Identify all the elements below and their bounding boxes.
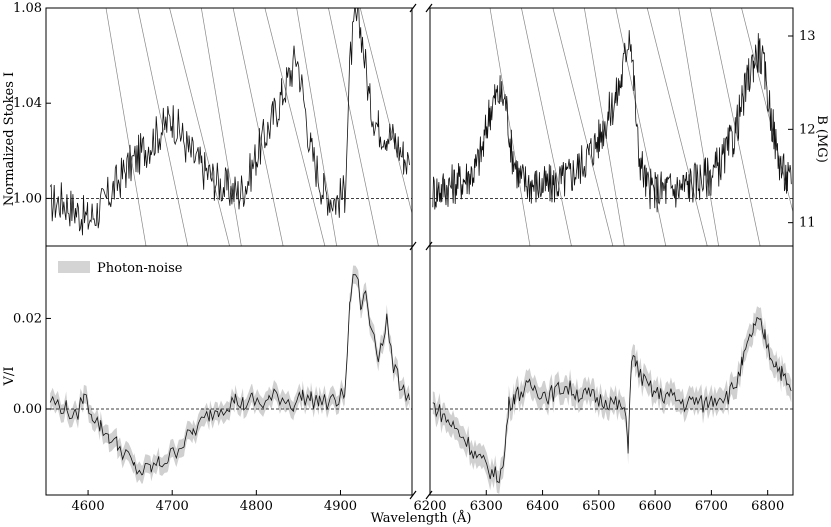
legend-swatch	[58, 261, 90, 273]
field-strength-line	[678, 8, 720, 246]
x-tick-label: 6700	[695, 499, 728, 514]
y-axis-label-top: Normalized Stokes I	[2, 72, 17, 206]
y-tick-label-right: 13	[799, 29, 816, 44]
panel-frame-top-left	[45, 7, 413, 247]
x-tick-label: 6600	[639, 499, 672, 514]
ticks-layer: 1.00 1.04 1.08 0.00 0.02 11 12 13 4600 4700 4800 49…	[13, 1, 816, 514]
panel-frames-layer	[45, 7, 794, 496]
panel-frame-bottom-right	[429, 245, 794, 496]
axis-break-mark	[425, 490, 433, 500]
field-strength-line	[232, 8, 284, 246]
y-axis-label-right: B (MG)	[814, 115, 829, 163]
axis-break-mark	[409, 3, 417, 13]
y-tick-label: 0.02	[13, 311, 42, 326]
field-strength-line	[328, 8, 379, 246]
y-tick-label: 1.04	[13, 96, 42, 111]
field-strength-line	[615, 8, 667, 246]
y-tick-label-right: 12	[799, 122, 816, 137]
field-strength-line	[200, 8, 242, 246]
y-tick-label: 1.08	[13, 1, 42, 16]
x-tick-label: 6400	[526, 499, 559, 514]
field-strength-line	[646, 8, 708, 246]
stokes-i-series	[432, 30, 792, 213]
field-strength-line	[105, 8, 147, 246]
reference-lines-layer	[46, 197, 793, 410]
axis-break-marks	[409, 3, 433, 500]
error-bands-layer	[50, 265, 792, 494]
y-tick-label: 0.00	[13, 402, 42, 417]
axis-break-mark	[425, 241, 433, 251]
legend: Photon-noise	[58, 261, 183, 276]
field-strength-line	[264, 8, 326, 246]
y-tick-label-right: 11	[799, 216, 816, 231]
x-tick-label: 6200	[413, 499, 446, 514]
x-tick-label: 6500	[582, 499, 615, 514]
axis-break-mark	[409, 490, 417, 500]
photon-noise-band	[50, 265, 410, 484]
x-tick-label: 4800	[240, 499, 273, 514]
field-strength-line	[296, 8, 338, 246]
stokes-i-series	[49, 8, 410, 236]
field-strength-line	[489, 8, 531, 246]
x-tick-label: 6800	[751, 499, 784, 514]
x-tick-label: 6300	[470, 499, 503, 514]
stokes-v-series	[432, 316, 792, 484]
y-tick-label: 1.00	[13, 191, 42, 206]
field-strength-line	[521, 8, 572, 246]
data-series-layer	[49, 8, 792, 484]
panel-frame-bottom-left	[45, 245, 413, 496]
legend-label: Photon-noise	[97, 261, 183, 276]
x-tick-label: 4700	[156, 499, 189, 514]
x-tick-label: 4900	[324, 499, 357, 514]
axis-break-mark	[425, 3, 433, 13]
x-tick-label: 4600	[72, 499, 105, 514]
field-strength-lines-layer	[105, 8, 793, 246]
x-axis-label: Wavelength (Å)	[371, 510, 472, 526]
stokes-v-series	[49, 274, 410, 476]
y-axis-label-bottom: V/I	[2, 367, 17, 387]
field-strength-line	[169, 8, 230, 246]
field-strength-line	[552, 8, 614, 246]
axis-break-mark	[409, 241, 417, 251]
